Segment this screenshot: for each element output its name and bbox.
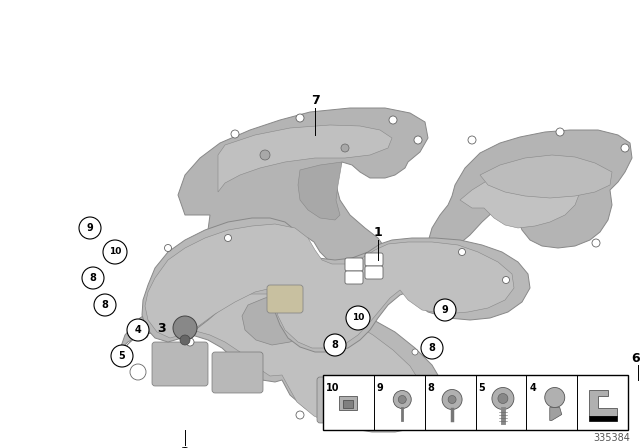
Text: 9: 9 (442, 305, 449, 315)
Polygon shape (460, 170, 580, 228)
FancyBboxPatch shape (152, 342, 208, 386)
Polygon shape (550, 408, 562, 421)
Polygon shape (428, 130, 632, 255)
Circle shape (296, 114, 304, 122)
Circle shape (621, 144, 629, 152)
Circle shape (231, 130, 239, 138)
Circle shape (556, 128, 564, 136)
Text: 8: 8 (428, 383, 435, 393)
Text: 3: 3 (157, 322, 166, 335)
Circle shape (225, 234, 232, 241)
Circle shape (592, 239, 600, 247)
FancyBboxPatch shape (345, 271, 363, 284)
Circle shape (79, 217, 101, 239)
FancyBboxPatch shape (365, 253, 383, 266)
FancyBboxPatch shape (339, 396, 357, 410)
Polygon shape (145, 224, 514, 348)
Polygon shape (242, 295, 312, 345)
Circle shape (492, 388, 514, 409)
Text: 5: 5 (479, 383, 485, 393)
Polygon shape (589, 391, 616, 417)
Circle shape (103, 240, 127, 264)
Circle shape (275, 289, 281, 295)
Text: 7: 7 (310, 94, 319, 107)
Text: 6: 6 (632, 352, 640, 365)
Circle shape (502, 276, 509, 284)
Circle shape (142, 332, 148, 338)
Circle shape (130, 364, 146, 380)
Circle shape (341, 144, 349, 152)
Circle shape (296, 411, 304, 419)
Circle shape (398, 396, 406, 404)
Text: 8: 8 (332, 340, 339, 350)
Polygon shape (218, 125, 392, 192)
FancyBboxPatch shape (344, 401, 353, 409)
FancyBboxPatch shape (317, 377, 378, 423)
Text: 8: 8 (90, 273, 97, 283)
Text: 8: 8 (102, 300, 108, 310)
Circle shape (434, 395, 440, 401)
Circle shape (164, 245, 172, 251)
Text: 335384: 335384 (593, 433, 630, 443)
FancyBboxPatch shape (267, 285, 303, 313)
Circle shape (468, 136, 476, 144)
Circle shape (346, 306, 370, 330)
Text: 4: 4 (529, 383, 536, 393)
Text: 1: 1 (374, 225, 382, 238)
Circle shape (82, 267, 104, 289)
Circle shape (186, 338, 194, 346)
Circle shape (173, 316, 197, 340)
Circle shape (412, 349, 418, 355)
Text: 2: 2 (180, 445, 189, 448)
Text: 8: 8 (429, 343, 435, 353)
Circle shape (180, 335, 190, 345)
Circle shape (545, 388, 564, 408)
Circle shape (365, 415, 375, 425)
Polygon shape (125, 294, 422, 430)
Circle shape (94, 294, 116, 316)
FancyBboxPatch shape (212, 352, 263, 393)
FancyBboxPatch shape (365, 266, 383, 279)
Text: 9: 9 (86, 223, 93, 233)
Circle shape (442, 389, 462, 409)
Polygon shape (142, 218, 530, 352)
Circle shape (448, 396, 456, 404)
Text: 10: 10 (326, 383, 339, 393)
Text: 9: 9 (377, 383, 383, 393)
Circle shape (434, 299, 456, 321)
Circle shape (111, 345, 133, 367)
Text: 4: 4 (134, 325, 141, 335)
FancyBboxPatch shape (345, 258, 363, 271)
Text: 5: 5 (118, 351, 125, 361)
Bar (589, 417, 616, 422)
Circle shape (324, 334, 346, 356)
FancyBboxPatch shape (382, 395, 428, 429)
Text: 10: 10 (109, 247, 121, 257)
Polygon shape (298, 162, 342, 220)
Circle shape (458, 249, 465, 255)
Circle shape (498, 393, 508, 404)
Polygon shape (178, 108, 428, 282)
Bar (323, 375, 628, 430)
Polygon shape (118, 285, 445, 432)
Circle shape (127, 319, 149, 341)
Circle shape (421, 337, 443, 359)
Circle shape (414, 136, 422, 144)
Circle shape (389, 116, 397, 124)
Text: 10: 10 (352, 314, 364, 323)
Circle shape (393, 391, 412, 409)
Polygon shape (480, 155, 612, 198)
Circle shape (260, 150, 270, 160)
